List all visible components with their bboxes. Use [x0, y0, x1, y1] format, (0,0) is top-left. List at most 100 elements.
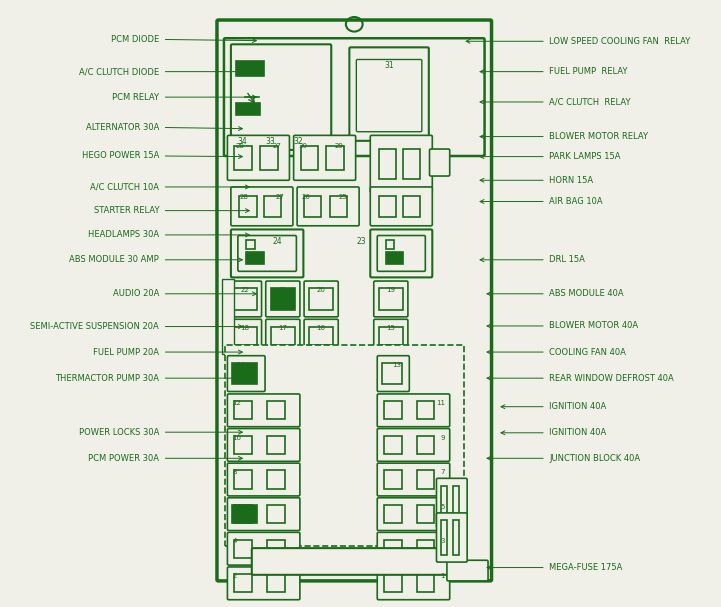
FancyBboxPatch shape — [231, 44, 331, 150]
Text: 27: 27 — [275, 194, 285, 200]
FancyBboxPatch shape — [304, 319, 338, 352]
Text: 2: 2 — [232, 573, 236, 579]
Bar — [382, 363, 402, 384]
Text: 7: 7 — [441, 469, 445, 475]
Bar — [234, 436, 252, 454]
Bar — [264, 196, 281, 217]
FancyBboxPatch shape — [297, 187, 359, 226]
Text: 12: 12 — [232, 400, 241, 406]
Bar — [417, 436, 434, 454]
Text: A/C CLUTCH DIODE: A/C CLUTCH DIODE — [79, 67, 159, 76]
Bar — [260, 146, 278, 170]
Bar — [234, 146, 252, 170]
FancyBboxPatch shape — [227, 319, 262, 352]
Bar — [417, 574, 434, 592]
Bar — [234, 574, 252, 592]
Text: 16: 16 — [317, 325, 326, 331]
Text: 22: 22 — [240, 287, 249, 293]
FancyBboxPatch shape — [371, 187, 433, 226]
Text: STARTER RELAY: STARTER RELAY — [94, 206, 159, 215]
FancyBboxPatch shape — [227, 281, 262, 317]
Text: 5: 5 — [441, 504, 445, 510]
Text: AIR BAG 10A: AIR BAG 10A — [549, 197, 603, 206]
FancyBboxPatch shape — [377, 429, 450, 461]
Text: DRL 15A: DRL 15A — [549, 256, 585, 264]
Bar — [454, 520, 459, 555]
Text: 27: 27 — [273, 143, 281, 149]
Bar — [454, 486, 459, 520]
FancyBboxPatch shape — [377, 567, 450, 600]
Bar — [236, 103, 260, 115]
FancyBboxPatch shape — [436, 478, 467, 527]
Text: JUNCTION BLOCK 40A: JUNCTION BLOCK 40A — [549, 454, 640, 463]
Text: THERMACTOR PUMP 30A: THERMACTOR PUMP 30A — [55, 374, 159, 382]
Bar — [417, 505, 434, 523]
FancyBboxPatch shape — [252, 548, 456, 575]
Bar — [417, 470, 434, 489]
Bar — [309, 327, 333, 345]
Bar — [270, 327, 295, 345]
Text: PCM RELAY: PCM RELAY — [112, 93, 159, 101]
Bar — [232, 288, 257, 310]
Text: IGNITION 40A: IGNITION 40A — [549, 429, 606, 437]
Text: HEADLAMPS 30A: HEADLAMPS 30A — [88, 231, 159, 239]
Text: 23: 23 — [356, 237, 366, 246]
Bar — [267, 505, 285, 523]
Bar — [384, 470, 402, 489]
Text: 21: 21 — [278, 287, 287, 293]
Text: PARK LAMPS 15A: PARK LAMPS 15A — [549, 152, 621, 161]
FancyBboxPatch shape — [447, 560, 488, 581]
Text: 4: 4 — [232, 538, 236, 544]
FancyBboxPatch shape — [227, 532, 300, 565]
Bar — [384, 505, 402, 523]
Bar — [234, 540, 252, 558]
Bar — [417, 540, 434, 558]
Text: 20: 20 — [317, 287, 326, 293]
Bar — [384, 574, 402, 592]
Text: 19: 19 — [386, 287, 395, 293]
Text: 25: 25 — [339, 194, 348, 200]
FancyBboxPatch shape — [373, 319, 408, 352]
Bar — [267, 401, 285, 419]
Bar — [330, 196, 348, 217]
Text: FUEL PUMP  RELAY: FUEL PUMP RELAY — [549, 67, 628, 76]
Bar — [247, 252, 264, 264]
FancyBboxPatch shape — [227, 567, 300, 600]
Text: 32: 32 — [293, 137, 304, 146]
Bar — [239, 196, 257, 217]
FancyBboxPatch shape — [373, 281, 408, 317]
Bar — [384, 540, 402, 558]
Bar — [232, 327, 257, 345]
FancyBboxPatch shape — [350, 47, 429, 141]
Text: PCM POWER 30A: PCM POWER 30A — [88, 454, 159, 463]
FancyBboxPatch shape — [238, 236, 296, 271]
FancyBboxPatch shape — [227, 498, 300, 531]
Text: MEGA-FUSE 175A: MEGA-FUSE 175A — [549, 563, 623, 572]
Bar — [379, 288, 403, 310]
Text: 17: 17 — [278, 325, 288, 331]
Text: 13: 13 — [392, 362, 401, 368]
FancyBboxPatch shape — [430, 149, 450, 176]
FancyBboxPatch shape — [293, 135, 355, 180]
Bar — [234, 401, 252, 419]
FancyBboxPatch shape — [227, 394, 300, 427]
Bar — [247, 240, 255, 249]
Bar — [270, 288, 295, 310]
Text: 29: 29 — [335, 143, 344, 149]
Text: HORN 15A: HORN 15A — [549, 176, 593, 185]
Text: 8: 8 — [232, 469, 236, 475]
Text: COOLING FAN 40A: COOLING FAN 40A — [549, 348, 627, 356]
FancyBboxPatch shape — [356, 59, 422, 132]
Text: POWER LOCKS 30A: POWER LOCKS 30A — [79, 428, 159, 436]
FancyBboxPatch shape — [227, 356, 265, 392]
Bar — [379, 196, 396, 217]
FancyBboxPatch shape — [436, 513, 467, 562]
Bar — [403, 196, 420, 217]
Bar — [309, 288, 333, 310]
Bar — [234, 505, 252, 523]
Bar — [379, 149, 396, 179]
Bar — [386, 240, 394, 249]
Text: 15: 15 — [386, 325, 395, 331]
FancyBboxPatch shape — [377, 236, 425, 271]
Text: BLOWER MOTOR RELAY: BLOWER MOTOR RELAY — [549, 132, 648, 141]
